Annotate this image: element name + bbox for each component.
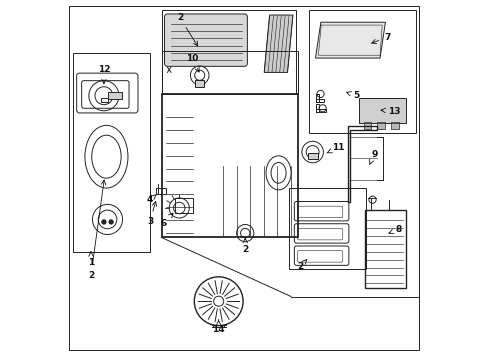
Text: 7: 7 xyxy=(371,33,389,44)
Bar xyxy=(195,80,204,87)
Bar xyxy=(376,122,384,129)
Text: 2: 2 xyxy=(177,13,197,46)
Bar xyxy=(174,198,192,213)
Bar xyxy=(289,188,366,269)
Bar xyxy=(107,92,122,99)
Bar xyxy=(316,104,319,112)
Text: 3: 3 xyxy=(147,202,156,226)
Bar xyxy=(364,211,405,288)
Bar xyxy=(316,109,325,112)
Text: 2: 2 xyxy=(88,180,105,279)
Text: 12: 12 xyxy=(98,65,110,84)
Bar xyxy=(363,122,371,129)
Text: 5: 5 xyxy=(346,91,359,100)
Polygon shape xyxy=(315,22,385,58)
Text: 2: 2 xyxy=(296,260,306,271)
Bar xyxy=(155,188,165,194)
Text: 2: 2 xyxy=(242,238,248,255)
Text: 14: 14 xyxy=(212,320,224,334)
Bar xyxy=(162,94,298,237)
Text: 10: 10 xyxy=(186,54,199,72)
Bar xyxy=(359,98,405,123)
Bar xyxy=(73,53,150,252)
Bar xyxy=(308,153,317,159)
Bar xyxy=(316,94,319,102)
Bar xyxy=(101,98,107,102)
Bar xyxy=(162,51,298,94)
Text: 8: 8 xyxy=(388,225,401,234)
Text: 13: 13 xyxy=(380,107,400,116)
Bar xyxy=(316,99,324,102)
Text: 9: 9 xyxy=(369,150,377,164)
Circle shape xyxy=(109,220,113,224)
Polygon shape xyxy=(264,15,292,72)
Text: 6: 6 xyxy=(161,213,173,228)
Circle shape xyxy=(102,220,106,224)
FancyBboxPatch shape xyxy=(164,14,247,66)
Bar xyxy=(162,10,296,94)
Text: 1: 1 xyxy=(88,252,94,267)
Bar xyxy=(308,10,415,134)
Text: 4: 4 xyxy=(147,195,156,204)
Text: 11: 11 xyxy=(326,143,344,153)
Bar xyxy=(390,122,398,129)
